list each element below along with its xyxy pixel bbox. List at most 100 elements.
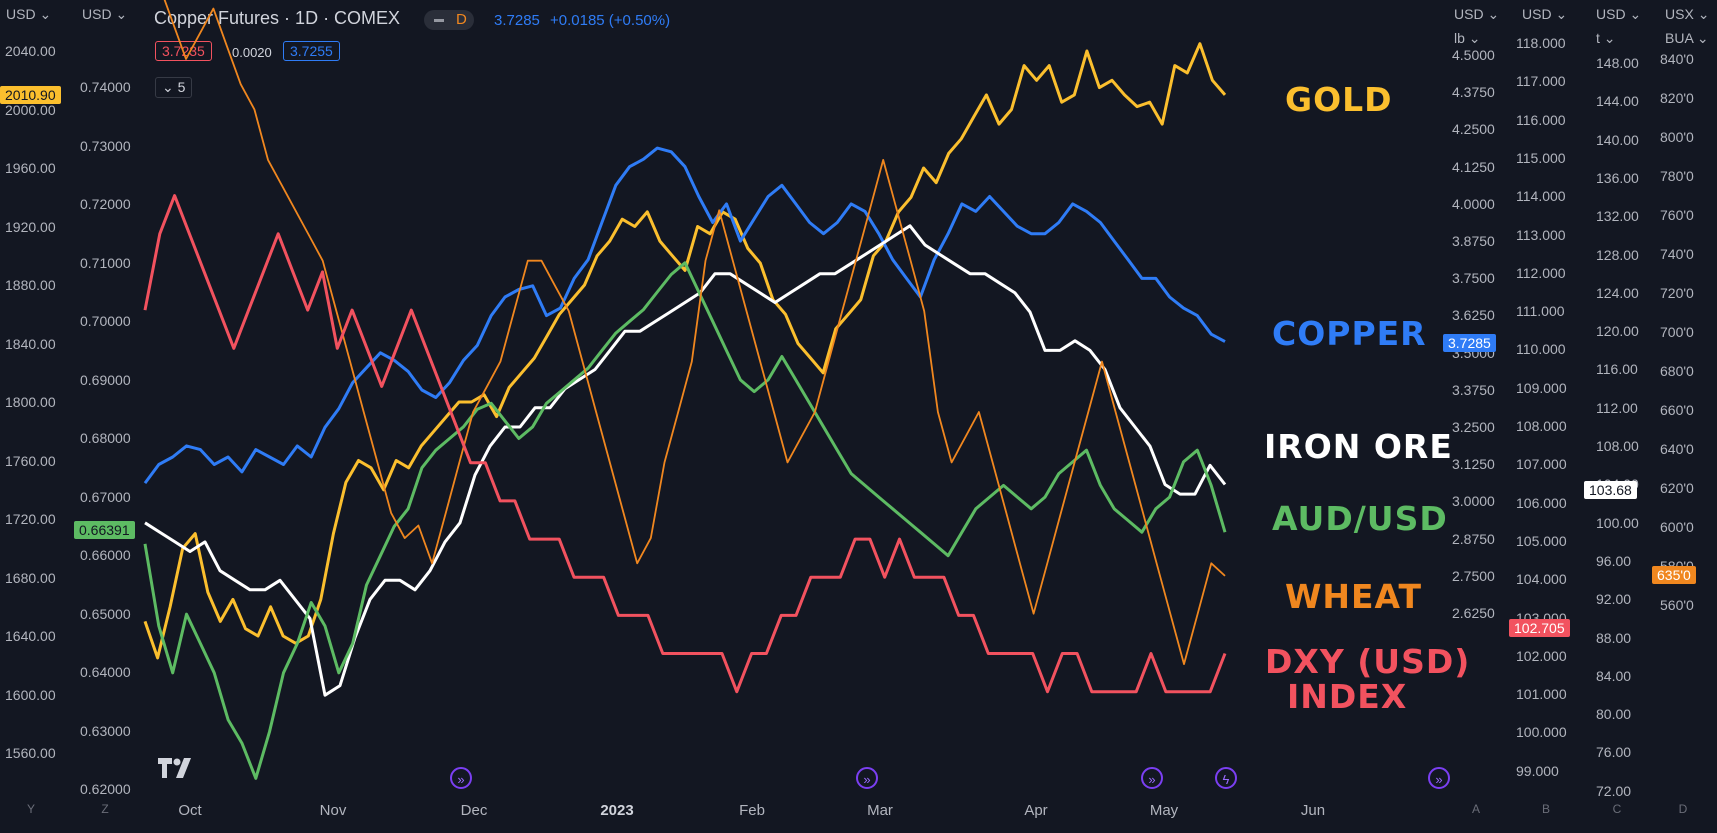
gold-axis-tick: 1840.00 bbox=[5, 335, 56, 352]
iron-axis-tick: 108.00 bbox=[1596, 438, 1639, 454]
time-axis-label: 2023 bbox=[600, 802, 634, 819]
gold-axis-tick: 1880.00 bbox=[5, 277, 56, 293]
chevron-down-icon: ⌄ bbox=[1629, 6, 1642, 22]
bid-price-box[interactable]: 3.7235 bbox=[155, 41, 212, 61]
aud-axis-tick: 0.63000 bbox=[80, 722, 131, 739]
tradingview-logo-icon bbox=[158, 758, 191, 778]
last-price: 3.7285 bbox=[494, 12, 540, 29]
axis-scale-button[interactable]: D bbox=[1678, 802, 1688, 816]
copper-axis-tick: 3.2500 bbox=[1452, 419, 1495, 435]
dxy-usd-indexseries-line[interactable] bbox=[143, 194, 1227, 694]
indicators-collapse-button[interactable]: ⌄ 5 bbox=[155, 77, 193, 98]
wheat-unit-label: USX bbox=[1665, 6, 1694, 22]
aud-usdseries-line[interactable] bbox=[143, 261, 1227, 780]
goldseries-line[interactable] bbox=[143, 42, 1227, 660]
iron-subunit-dropdown[interactable]: t ⌄ bbox=[1596, 30, 1616, 47]
wheat-axis-tick: 780'0 bbox=[1660, 168, 1694, 184]
copper-axis-tick: 2.6250 bbox=[1452, 605, 1495, 621]
dxy-axis-tick: 116.000 bbox=[1516, 111, 1566, 128]
wheat-price-tag: 635'0 bbox=[1652, 566, 1696, 584]
copper-subunit-dropdown[interactable]: lb ⌄ bbox=[1454, 30, 1481, 47]
ask-price-box[interactable]: 3.7255 bbox=[283, 41, 340, 61]
axis-scale-button[interactable]: C bbox=[1612, 802, 1622, 816]
gold-unit-dropdown[interactable]: USD ⌄ bbox=[6, 6, 51, 23]
dxy-axis-tick: 107.000 bbox=[1516, 456, 1567, 473]
iron-axis-tick: 76.00 bbox=[1596, 744, 1632, 761]
copper-axis-tick: 2.8750 bbox=[1452, 530, 1495, 547]
event-marker-icon[interactable]: » bbox=[856, 767, 878, 789]
wheat-subunit-dropdown[interactable]: BUA ⌄ bbox=[1665, 30, 1709, 47]
dxy-axis-tick: 114.000 bbox=[1516, 188, 1566, 205]
axis-scale-button[interactable]: Y bbox=[26, 802, 36, 816]
time-axis-label: Dec bbox=[460, 802, 488, 819]
wheat-unit-dropdown[interactable]: USX ⌄ bbox=[1665, 6, 1709, 23]
event-marker-icon[interactable]: » bbox=[1428, 767, 1450, 789]
symbol-title[interactable]: Copper Futures · 1D · COMEX bbox=[154, 8, 401, 28]
event-marker-icon[interactable]: » bbox=[1141, 767, 1163, 789]
chevron-down-icon: ⌄ bbox=[1603, 30, 1616, 46]
dxy-axis-tick: 108.000 bbox=[1516, 418, 1567, 434]
copper-axis-tick: 2.7500 bbox=[1452, 567, 1495, 584]
chevron-down-icon: ⌄ bbox=[39, 6, 52, 22]
copper-subunit-label: lb bbox=[1454, 30, 1465, 46]
iron-axis-tick: 140.00 bbox=[1596, 131, 1639, 148]
iron-axis-tick: 100.00 bbox=[1596, 514, 1639, 531]
event-marker-icon[interactable]: » bbox=[450, 767, 472, 789]
chevron-down-icon: ⌄ bbox=[115, 6, 128, 22]
axis-scale-button[interactable]: B bbox=[1541, 802, 1551, 816]
dxy-axis-tick: 102.000 bbox=[1516, 647, 1567, 664]
dxy-axis-tick: 100.000 bbox=[1516, 724, 1567, 741]
dxy-axis-tick: 117.000 bbox=[1516, 73, 1566, 90]
iron-axis-tick: 116.00 bbox=[1596, 361, 1638, 378]
flash-event-icon[interactable]: ϟ bbox=[1215, 767, 1237, 789]
chevron-down-icon: ⌄ bbox=[1697, 6, 1710, 22]
copper-axis-tick: 3.6250 bbox=[1452, 307, 1495, 324]
aud-axis-tick: 0.67000 bbox=[80, 488, 131, 505]
dxy-axis-tick: 101.000 bbox=[1516, 686, 1567, 703]
gold-axis-tick: 1720.00 bbox=[5, 511, 56, 527]
iron-axis-tick: 96.00 bbox=[1596, 552, 1632, 569]
iron-axis-tick: 128.00 bbox=[1596, 246, 1639, 263]
copper-axis-tick: 3.0000 bbox=[1452, 493, 1495, 510]
wheat-axis-tick: 740'0 bbox=[1660, 246, 1694, 262]
dxy-axis-tick: 106.000 bbox=[1516, 494, 1567, 511]
gold-axis-tick: 1680.00 bbox=[5, 569, 56, 586]
time-axis-label: Nov bbox=[319, 802, 347, 819]
axis-scale-button[interactable]: Z bbox=[101, 802, 109, 816]
tradingview-logo[interactable] bbox=[158, 758, 196, 784]
indicator-count: 5 bbox=[177, 79, 186, 95]
dxy-unit-dropdown[interactable]: USD ⌄ bbox=[1522, 6, 1567, 23]
iron-axis-tick: 124.00 bbox=[1596, 284, 1639, 301]
copper-unit-dropdown[interactable]: USD ⌄ bbox=[1454, 6, 1499, 23]
time-axis-label: Jun bbox=[1300, 802, 1326, 819]
wheat-axis-tick: 760'0 bbox=[1660, 207, 1694, 223]
copperseries-line[interactable] bbox=[143, 146, 1226, 484]
iron-axis-tick: 72.00 bbox=[1596, 782, 1632, 799]
gold-axis-tick: 1760.00 bbox=[5, 452, 56, 469]
chevron-down-icon: ⌄ bbox=[162, 79, 174, 95]
time-axis-label: May bbox=[1149, 802, 1179, 819]
aud-axis-tick: 0.68000 bbox=[80, 430, 131, 446]
iron-axis-tick: 120.00 bbox=[1596, 323, 1639, 340]
aud-usd-annotation: AUD/USD bbox=[1272, 499, 1448, 538]
copper-axis-tick: 4.2500 bbox=[1452, 121, 1495, 138]
aud-axis-tick: 0.73000 bbox=[80, 137, 131, 154]
axis-scale-button[interactable]: A bbox=[1471, 802, 1481, 816]
minus-icon bbox=[434, 19, 444, 22]
iron-oreseries-line[interactable] bbox=[144, 224, 1227, 697]
aud-axis-tick: 0.64000 bbox=[80, 664, 131, 680]
visibility-toggle[interactable]: D bbox=[424, 10, 474, 30]
iron-unit-dropdown[interactable]: USD ⌄ bbox=[1596, 6, 1641, 23]
aud-axis-tick: 0.69000 bbox=[80, 371, 131, 388]
aud-unit-dropdown[interactable]: USD ⌄ bbox=[82, 6, 127, 23]
dxy-annotation-line2: INDEX bbox=[1287, 677, 1408, 716]
iron-ore-annotation: IRON ORE bbox=[1264, 427, 1453, 466]
price-change: +0.0185 (+0.50%) bbox=[550, 12, 671, 29]
dxy-unit-label: USD bbox=[1522, 6, 1552, 22]
wheatseries-line[interactable] bbox=[145, 0, 1226, 665]
aud-axis-tick: 0.71000 bbox=[80, 254, 131, 271]
wheat-axis-tick: 820'0 bbox=[1660, 90, 1694, 106]
iron-axis-tick: 148.00 bbox=[1596, 55, 1639, 71]
wheat-axis-tick: 620'0 bbox=[1660, 480, 1694, 496]
copper-axis-tick: 4.5000 bbox=[1452, 47, 1495, 63]
